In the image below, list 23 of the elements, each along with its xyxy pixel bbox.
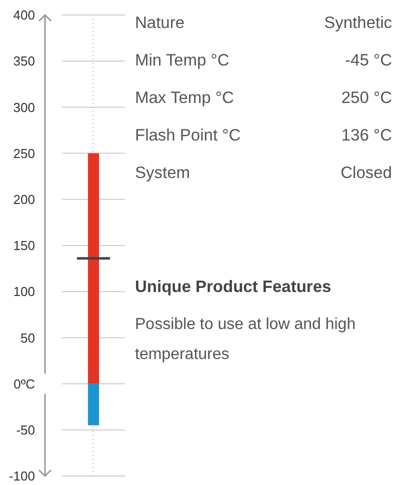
y-tick-label: 300 [13, 100, 35, 115]
y-tick-label: 350 [13, 54, 35, 69]
text: System [135, 164, 190, 182]
y-tick-label: -100 [8, 468, 35, 484]
y-tick-label: 250 [13, 146, 35, 161]
text: Closed [340, 164, 392, 182]
y-tick-label: 50 [20, 330, 35, 346]
y-tick-label: 400 [13, 8, 35, 23]
text: 136 °C [341, 126, 392, 144]
y-tick-label: 100 [13, 284, 35, 300]
text: Flash Point °C [135, 126, 241, 144]
text: Nature [135, 14, 185, 32]
text: Max Temp °C [135, 89, 234, 107]
y-tick-label: 150 [13, 238, 35, 254]
y-tick-label: 0ºC [14, 376, 35, 392]
text: Min Temp °C [135, 52, 230, 70]
text: 250 °C [341, 89, 392, 107]
y-tick-label: -50 [16, 422, 35, 438]
text: Synthetic [324, 14, 392, 32]
text: Unique Product Features [135, 278, 332, 296]
text: -45 °C [345, 52, 392, 70]
text: Possible to use at low and high temperatures [135, 316, 356, 363]
y-tick-label: 200 [13, 192, 35, 207]
